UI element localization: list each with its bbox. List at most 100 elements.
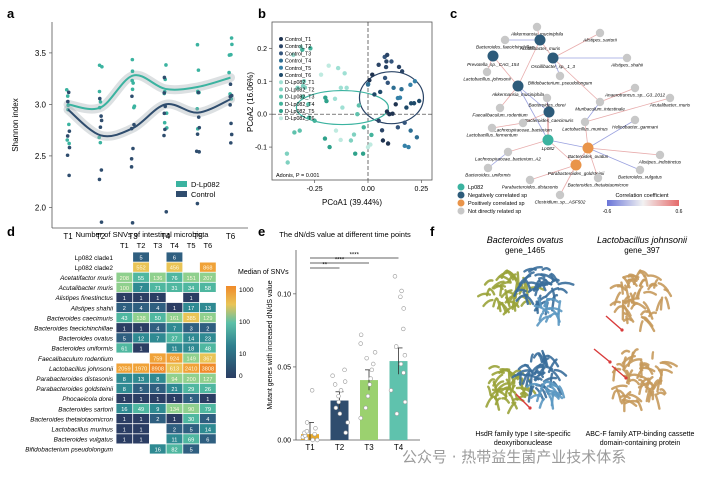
network-node-label: Clostridium_sp._ASF502 xyxy=(535,200,586,205)
ytick-label-b: -0.1 xyxy=(255,145,267,152)
data-point-b xyxy=(376,62,381,67)
heatmap-cell-label: 5 xyxy=(190,397,193,403)
data-point-e xyxy=(358,341,363,346)
network-node-label: Lactobacillus_fermentum xyxy=(466,133,517,138)
data-point-b xyxy=(368,142,373,147)
data-point-a xyxy=(67,145,72,150)
axis-b-ticks: -0.25 0.00 0.25 0.2 0.1 0.0 -0.1 xyxy=(255,46,428,193)
heatmap-cell-label: 2 xyxy=(123,306,126,312)
heatmap-cell-label: 12 xyxy=(138,336,144,342)
legend-a-swatch-dlp xyxy=(176,181,187,187)
network-node xyxy=(655,150,665,160)
legend-b-label: Control_T1 xyxy=(285,37,311,43)
heatmap-cell xyxy=(166,403,183,414)
data-point-e xyxy=(388,388,394,393)
data-point-b xyxy=(284,151,290,156)
heatmap-cell xyxy=(116,424,133,434)
network-node-label: Akkermansia_muciniphila xyxy=(510,32,564,37)
protein-left-bottom-lightblue xyxy=(525,382,540,389)
network-edge xyxy=(517,85,549,141)
heatmap-row-label: Alistipes shahii xyxy=(70,305,114,312)
protein-right-top xyxy=(629,292,636,307)
network-node-label: Bacteroides_thetaiotaomicron xyxy=(568,183,629,188)
data-point-e xyxy=(336,393,341,399)
legend-d: Median of SNVs 1000 100 10 0 xyxy=(226,269,289,380)
heatmap-cell-label: 43 xyxy=(121,316,127,322)
protein-left-top-lightblue xyxy=(557,300,562,316)
heatmap-cell-label: 5 xyxy=(139,387,142,393)
protein-left-bottom-blue xyxy=(547,358,558,374)
chart-e-title: The dN/dS value at different time points xyxy=(279,230,411,239)
data-point-a xyxy=(65,153,70,158)
protein-left-bottom-olive xyxy=(486,385,492,397)
heatmap-cell-label: 27 xyxy=(171,336,177,342)
data-point-b xyxy=(382,75,388,81)
heatmap-cell-label: 1 xyxy=(139,437,142,443)
data-point-a xyxy=(130,94,134,99)
heatmap-cell-label: 79 xyxy=(205,407,211,413)
data-point-a xyxy=(162,111,167,116)
data-point-e xyxy=(392,274,398,279)
data-point-b xyxy=(406,144,411,150)
data-point-a xyxy=(129,126,134,131)
heatmap-cell xyxy=(183,313,200,323)
protein-right-caption-1: ABC-F family ATP-binding cassette xyxy=(586,431,695,438)
data-point-a xyxy=(130,69,135,73)
data-point-a xyxy=(130,221,135,225)
data-point-b xyxy=(379,128,385,133)
data-point-b xyxy=(412,79,418,84)
legend-c-label-neg: Negatively correlated sp xyxy=(468,193,527,199)
data-point-b xyxy=(385,141,391,146)
protein-left-top-olive xyxy=(510,300,520,308)
protein-right-bottom xyxy=(639,359,644,370)
data-point-a xyxy=(97,96,102,101)
protein-right-bottom xyxy=(639,377,651,386)
protein-right-bottom xyxy=(628,373,643,379)
plot-b-stat: Adonis, P = 0.001 xyxy=(276,173,319,179)
mutation-arrow xyxy=(605,315,623,331)
xtick-label-e: T3 xyxy=(364,443,374,452)
heatmap-cell xyxy=(133,363,149,373)
network-node-label: Oscillibacter_sp._1_3 xyxy=(531,64,575,69)
data-point-b xyxy=(355,111,360,117)
data-point-a xyxy=(65,134,70,138)
data-point-b xyxy=(324,98,329,104)
network-node xyxy=(483,163,493,173)
heatmap-cell-label: 1 xyxy=(139,427,142,433)
heatmap-cell xyxy=(133,302,149,313)
xtick-label-b: 0.25 xyxy=(415,186,429,193)
heatmap-cell xyxy=(133,333,149,343)
heatmap-cell xyxy=(199,393,216,404)
heatmap-cell xyxy=(199,424,216,434)
data-point-b xyxy=(353,151,358,156)
heatmap-row-label: Lactobacillus johnsonii xyxy=(49,366,114,373)
heatmap-cell xyxy=(166,444,183,454)
data-point-a xyxy=(98,140,103,145)
heatmap-cell xyxy=(199,302,216,313)
data-point-a xyxy=(129,157,134,161)
data-point-b xyxy=(285,160,290,165)
heatmap-cell xyxy=(183,302,200,313)
data-point-a xyxy=(97,89,102,94)
data-point-a xyxy=(131,146,135,151)
heatmap-cell-label: 4 xyxy=(206,417,209,423)
protein-right-bottom xyxy=(627,358,643,365)
data-point-b xyxy=(295,85,300,91)
protein-right-top xyxy=(643,274,649,287)
heatmap-cell xyxy=(166,393,183,404)
network-edge xyxy=(547,139,589,149)
data-point-a xyxy=(196,90,201,95)
heatmap-cell xyxy=(149,272,166,282)
heatmap-cell-label: 6 xyxy=(156,387,159,393)
legend-b-label: Control_T2 xyxy=(285,44,311,50)
protein-right-gene: gene_397 xyxy=(624,246,660,255)
heatmap-cell-label: 9 xyxy=(156,407,159,413)
heatmap-cell-label: 129 xyxy=(203,316,212,322)
protein-left-top-lightblue xyxy=(552,309,561,323)
data-point-e xyxy=(304,420,310,425)
heatmap-cell xyxy=(133,414,149,424)
data-point-a xyxy=(67,122,71,127)
data-point-a xyxy=(67,173,71,178)
mutation-arrow xyxy=(611,365,627,379)
